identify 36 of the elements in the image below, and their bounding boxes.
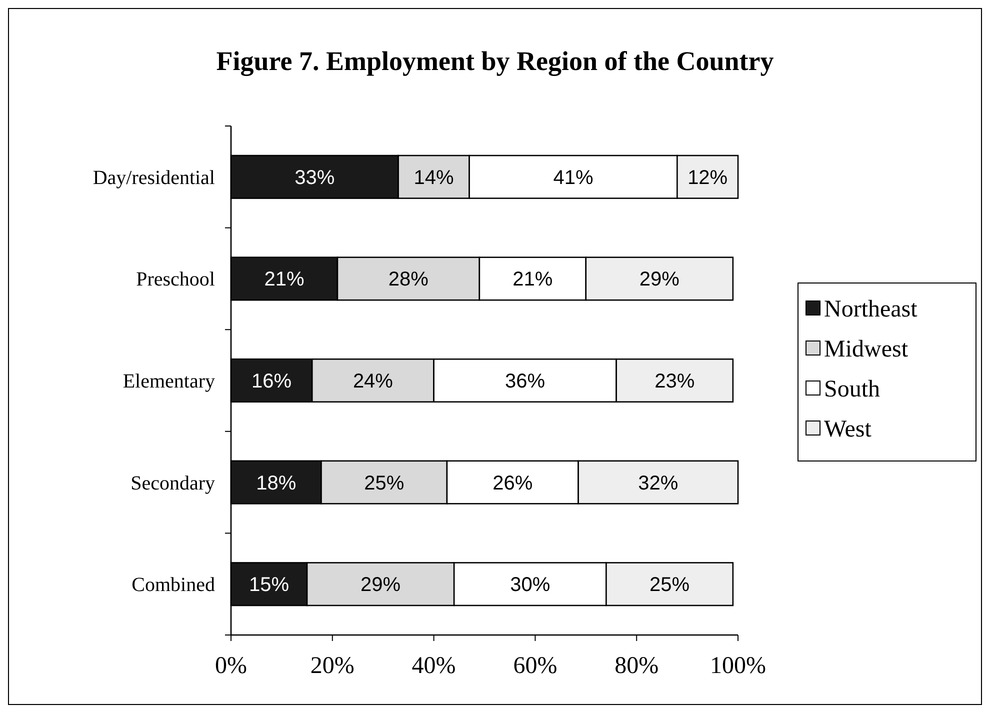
data-label: 25% bbox=[364, 472, 404, 494]
y-tick-label: Secondary bbox=[130, 472, 215, 494]
data-label: 24% bbox=[352, 370, 394, 392]
x-tick-label: 20% bbox=[310, 653, 354, 679]
data-label: 21% bbox=[264, 268, 304, 291]
data-label: 18% bbox=[256, 472, 296, 494]
data-label: 32% bbox=[638, 472, 678, 494]
legend-label: South bbox=[824, 376, 880, 402]
data-label: 23% bbox=[654, 370, 695, 392]
data-label: 12% bbox=[688, 166, 728, 189]
data-label: 29% bbox=[360, 574, 401, 596]
y-tick-label: Day/residential bbox=[92, 166, 216, 189]
data-label: 16% bbox=[252, 370, 292, 392]
x-tick-label: 60% bbox=[513, 653, 558, 679]
legend-label: Midwest bbox=[824, 336, 908, 362]
x-tick-label: 0% bbox=[215, 653, 247, 679]
data-label: 36% bbox=[505, 370, 546, 392]
data-label: 26% bbox=[492, 472, 533, 494]
data-label: 41% bbox=[553, 166, 594, 189]
data-label: 30% bbox=[510, 574, 550, 596]
y-tick-label: Preschool bbox=[136, 268, 216, 291]
y-tick-label: Elementary bbox=[122, 370, 215, 392]
data-label: 33% bbox=[294, 166, 335, 189]
x-tick-label: 40% bbox=[412, 653, 456, 679]
chart-title: Figure 7. Employment by Region of the Country bbox=[216, 46, 774, 76]
y-tick-label: Combined bbox=[132, 574, 215, 596]
legend-label: West bbox=[824, 416, 872, 442]
data-label: 29% bbox=[639, 268, 680, 291]
data-label: 21% bbox=[512, 268, 553, 291]
x-tick-label: 80% bbox=[614, 653, 659, 679]
data-label: 28% bbox=[388, 268, 429, 291]
x-tick-label: 100% bbox=[710, 653, 766, 679]
legend-label: Northeast bbox=[824, 296, 918, 322]
data-label: 14% bbox=[414, 166, 454, 189]
data-label: 25% bbox=[650, 574, 690, 596]
data-label: 15% bbox=[249, 574, 290, 596]
